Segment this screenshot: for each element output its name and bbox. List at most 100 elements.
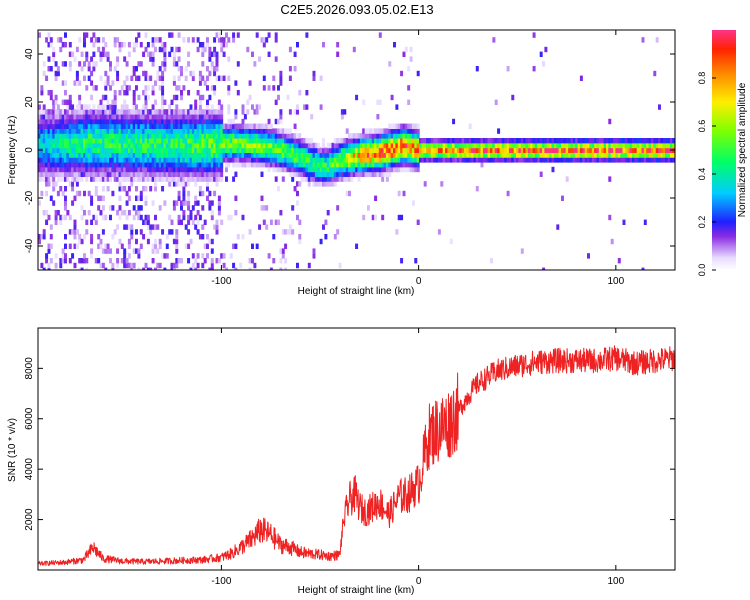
spectrogram-cell <box>414 123 418 129</box>
spectrogram-cell <box>296 157 299 163</box>
spectrogram-cell <box>381 152 385 158</box>
spectrogram-cell <box>277 128 280 134</box>
spectrogram-cell <box>383 133 387 139</box>
spectrogram-cell <box>409 123 413 129</box>
spectrogram-cell <box>466 138 470 144</box>
spectrogram-cell <box>87 104 91 110</box>
spectrogram-cell <box>194 128 198 134</box>
spectrogram-cell <box>352 162 356 168</box>
spectrogram-cell <box>144 118 148 125</box>
spectrogram-cell <box>655 37 659 43</box>
spectrogram-cell <box>482 152 486 158</box>
spectrogram-cell <box>255 133 259 139</box>
spectrogram-cell <box>161 253 165 259</box>
spectrogram-cell <box>653 157 657 163</box>
spectrogram-cell <box>146 142 150 149</box>
spectrogram-cell <box>437 142 441 149</box>
spectrogram-cell <box>127 157 131 163</box>
spectrogram-cell <box>210 133 214 139</box>
spectrogram-cell <box>139 229 143 235</box>
spectrogram-cell <box>201 205 205 211</box>
spectrogram-cell <box>312 157 316 163</box>
spectrogram-cell <box>331 147 335 153</box>
spectrogram-cell <box>650 138 654 144</box>
spectrogram-cell <box>378 166 382 173</box>
spectrogram-cell <box>255 162 259 168</box>
spectrogram-cell <box>217 162 221 168</box>
spectrogram-cell <box>613 147 617 153</box>
spectrogram-cell <box>161 85 165 91</box>
spectrogram-cell <box>113 171 117 177</box>
spectrogram-cell <box>135 104 138 110</box>
spectrogram-cell <box>120 133 124 139</box>
spectrogram-cell <box>272 142 276 149</box>
spectrogram-cell <box>442 138 446 144</box>
spectrogram-cell <box>59 138 63 144</box>
spectrogram-cell <box>156 37 160 43</box>
spectrogram-cell <box>286 157 290 163</box>
spectrogram-cell <box>411 200 415 206</box>
spectrogram-cell <box>177 258 181 264</box>
spectrogram-cell <box>64 186 67 192</box>
spectrogram-cell <box>445 147 448 153</box>
spectrogram-cell <box>416 147 420 153</box>
spectrogram-cell <box>172 205 176 211</box>
spectrogram-cell <box>142 104 146 110</box>
spectrogram-cell <box>260 171 264 177</box>
spectrogram-cell <box>340 142 344 149</box>
snr-series-line <box>38 345 675 566</box>
spectrogram-cell <box>589 157 593 163</box>
spectrogram-cell <box>634 147 638 153</box>
spectrogram-cell <box>658 157 661 163</box>
spectrogram-cell <box>210 138 214 144</box>
spectrogram-cell <box>608 152 612 158</box>
spectrogram-cell <box>78 123 82 129</box>
spectrogram-cell <box>414 166 418 173</box>
spectrogram-cell <box>135 229 138 235</box>
spectrogram-cell <box>296 109 299 115</box>
spectrogram-cell <box>314 176 318 182</box>
spectrogram-cell <box>42 234 46 240</box>
spectrogram-cell <box>393 138 396 144</box>
spectrogram-cell <box>87 66 91 72</box>
spectrogram-cell <box>215 147 219 153</box>
spectrogram-cell <box>78 152 82 158</box>
spectrogram-cell <box>222 138 226 144</box>
spectrogram-cell <box>151 166 155 173</box>
spectrogram-cell <box>213 171 217 177</box>
spectrogram-cell <box>101 248 105 254</box>
spectrogram-cell <box>653 147 657 153</box>
spectrogram-cell <box>570 152 574 158</box>
spectrogram-cell <box>620 157 624 163</box>
spectrogram-cell <box>608 147 612 153</box>
spectrogram-cell <box>210 200 214 206</box>
spectrogram-cell <box>78 162 82 168</box>
spectrogram-cell <box>333 147 337 153</box>
spectrogram-cell <box>437 152 441 158</box>
spectrogram-cell <box>123 118 127 125</box>
spectrogram-cell <box>364 162 368 168</box>
spectrogram-cell <box>198 147 202 153</box>
spectrogram-cell <box>201 42 205 48</box>
spectrogram-cell <box>227 142 231 149</box>
spectrogram-cell <box>203 166 207 173</box>
spectrogram-cell <box>622 142 626 149</box>
spectrogram-cell <box>587 253 590 259</box>
spectrogram-cell <box>113 229 117 235</box>
spectrogram-cell <box>274 142 278 149</box>
spectrogram-cell <box>54 138 58 144</box>
spectrogram-cell <box>203 243 207 249</box>
spectrogram-cell <box>449 238 453 245</box>
spectrogram-cell <box>83 104 86 110</box>
spectrogram-cell <box>182 186 186 192</box>
spectrogram-cell <box>206 243 209 249</box>
spectrogram-cell <box>345 166 349 173</box>
spectrogram-cell <box>274 128 278 134</box>
spectrogram-cell <box>196 171 200 177</box>
spectrogram-cell <box>97 152 101 158</box>
spectrogram-cell <box>78 157 82 163</box>
spectrogram-cell <box>606 147 609 153</box>
spectrogram-cell <box>75 123 79 129</box>
spectrogram-cell <box>324 152 328 158</box>
spectrogram-cell <box>196 262 200 269</box>
